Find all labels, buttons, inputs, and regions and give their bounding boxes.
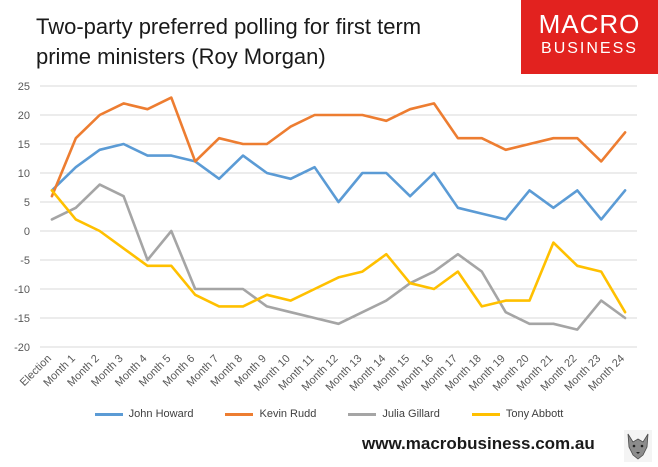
chart-title: Two-party preferred polling for first te… [36,14,422,69]
series-line-tony-abbott [50,189,627,314]
legend-label: Julia Gillard [382,408,440,420]
wolf-logo-icon [624,430,652,462]
y-tick-label: 5 [24,197,30,209]
y-tick-label: -10 [14,284,30,296]
chart-legend: John Howard Kevin Rudd Julia Gillard Tony A… [0,408,658,420]
macrobusiness-logo[interactable]: MACRO BUSINESS [521,0,658,74]
y-tick-label: -20 [14,342,30,354]
legend-item-kevin-rudd: Kevin Rudd [225,408,316,420]
series-line-john-howard [50,142,627,221]
y-tick-label: -15 [14,313,30,325]
legend-item-john-howard: John Howard [94,408,194,420]
legend-label: Kevin Rudd [259,408,317,420]
legend-swatch [471,412,500,416]
legend-swatch [348,412,377,416]
legend-swatch [225,412,254,416]
y-tick-label: 25 [18,81,30,93]
logo-line-1: MACRO [538,9,641,39]
footer-url[interactable]: www.macrobusiness.com.au [362,434,595,453]
y-tick-label: 10 [18,168,30,180]
logo-line-2: BUSINESS [541,40,638,57]
legend-swatch [94,412,123,416]
series-line-kevin-rudd [50,96,627,198]
series-line-julia-gillard [50,183,627,331]
legend-item-julia-gillard: Julia Gillard [348,408,440,420]
legend-item-tony-abbott: Tony Abbott [471,408,564,420]
y-tick-label: 20 [18,110,30,122]
y-tick-label: 15 [18,139,30,151]
y-tick-label: -5 [20,255,30,267]
y-tick-label: 0 [24,226,30,238]
legend-label: Tony Abbott [505,408,564,420]
legend-label: John Howard [128,408,194,420]
